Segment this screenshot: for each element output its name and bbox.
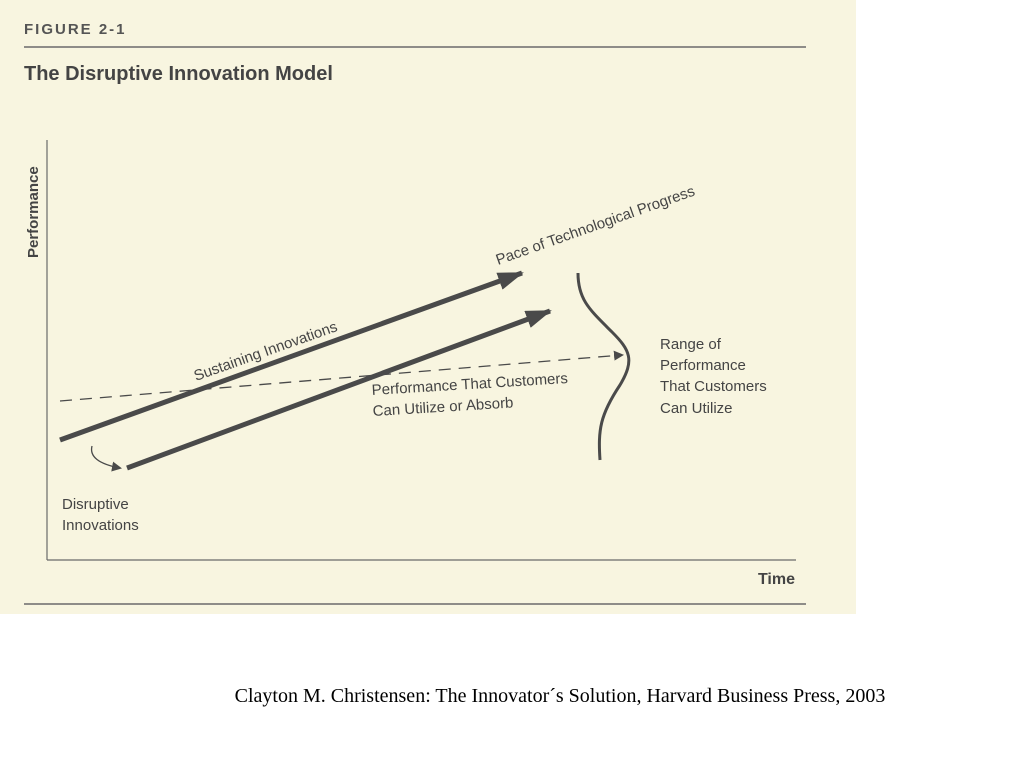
y-axis-label: Performance <box>25 166 42 258</box>
technological-progress-label: Pace of Technological Progress <box>494 183 697 269</box>
range-label-1: Range of <box>660 336 722 353</box>
disruptive-label-2: Innovations <box>62 517 139 534</box>
disruptive-label-1: Disruptive <box>62 496 129 513</box>
customer-utilization-dashed-arrow <box>59 350 624 402</box>
range-label-3: That Customers <box>660 378 767 395</box>
sustaining-trajectory-arrow <box>59 270 524 443</box>
customer-line-label-1: Performance That Customers <box>371 370 568 399</box>
disruptive-innovation-diagram: FIGURE 2-1 The Disruptive Innovation Mod… <box>24 21 806 605</box>
range-bracket <box>576 272 631 461</box>
range-label-2: Performance <box>660 357 746 374</box>
figure-title: The Disruptive Innovation Model <box>24 63 333 85</box>
sustaining-innovations-label: Sustaining Innovations <box>192 318 340 384</box>
disruptive-trajectory-arrow <box>126 308 552 471</box>
figure-panel: FIGURE 2-1 The Disruptive Innovation Mod… <box>0 0 856 614</box>
x-axis-label: Time <box>758 571 795 588</box>
range-label-4: Can Utilize <box>660 400 733 417</box>
customer-line-label-2: Can Utilize or Absorb <box>372 394 514 420</box>
disruptive-pointer-arrow <box>90 445 122 472</box>
figure-label: FIGURE 2-1 <box>24 21 127 38</box>
source-caption: Clayton M. Christensen: The Innovator´s … <box>234 685 886 707</box>
